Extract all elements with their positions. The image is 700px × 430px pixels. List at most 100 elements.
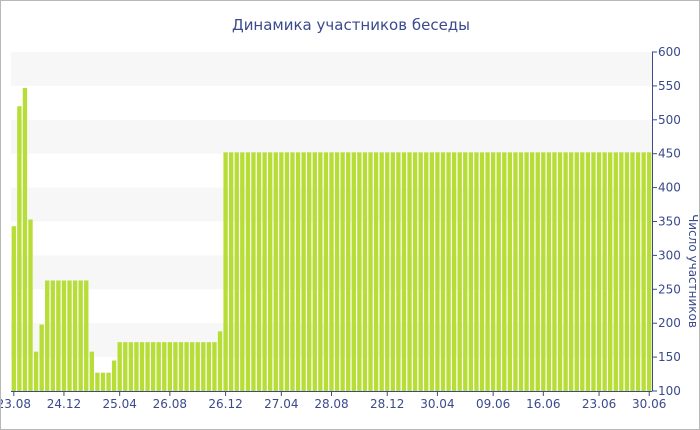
x-tick-label: 23.08 bbox=[1, 397, 31, 411]
bar bbox=[351, 152, 356, 391]
bar bbox=[334, 152, 340, 391]
bar bbox=[323, 152, 329, 391]
bar bbox=[635, 152, 641, 391]
bar bbox=[290, 152, 295, 391]
bar bbox=[189, 342, 195, 391]
bar bbox=[167, 342, 173, 391]
x-tick-label: 26.08 bbox=[153, 397, 187, 411]
bar bbox=[591, 152, 596, 391]
bar bbox=[412, 152, 418, 391]
y-tick-label: 500 bbox=[658, 113, 681, 127]
bar bbox=[251, 152, 256, 391]
grid-band bbox=[11, 119, 652, 154]
bar bbox=[529, 152, 535, 391]
bar bbox=[385, 152, 390, 391]
x-tick-label: 09.06 bbox=[476, 397, 510, 411]
y-tick-label: 250 bbox=[658, 282, 681, 296]
bar bbox=[524, 152, 529, 391]
bar bbox=[95, 372, 100, 391]
x-axis: 23.08 24.12 25.04 26.08 26.12 27.04 28.08 28.12… bbox=[1, 391, 666, 411]
chart-title: Динамика участников беседы bbox=[232, 16, 470, 34]
bar bbox=[17, 106, 22, 392]
bar bbox=[111, 360, 117, 391]
y-tick-label: 300 bbox=[658, 248, 681, 262]
bar bbox=[39, 324, 44, 391]
y-tick-label: 450 bbox=[658, 147, 681, 161]
bar bbox=[362, 152, 368, 391]
bar bbox=[468, 152, 474, 391]
bar bbox=[56, 280, 61, 391]
bar bbox=[178, 342, 184, 391]
bar bbox=[229, 152, 234, 391]
bar bbox=[435, 152, 440, 391]
bar bbox=[273, 152, 278, 391]
bar bbox=[45, 280, 50, 391]
bar bbox=[424, 152, 429, 391]
x-tick-label: 30.04 bbox=[420, 397, 454, 411]
x-tick-label: 26.12 bbox=[208, 397, 242, 411]
bar bbox=[245, 152, 251, 391]
bar bbox=[440, 152, 446, 391]
bar bbox=[346, 152, 351, 391]
bar bbox=[223, 152, 228, 391]
bar bbox=[156, 342, 161, 391]
y-axis-label: Число участников bbox=[686, 214, 699, 328]
bar bbox=[630, 152, 635, 391]
bar bbox=[28, 219, 33, 391]
bar bbox=[206, 342, 212, 391]
x-tick-label: 16.06 bbox=[526, 397, 560, 411]
bar bbox=[173, 342, 178, 391]
bar bbox=[518, 152, 524, 391]
bar bbox=[234, 152, 239, 391]
bar bbox=[89, 351, 94, 391]
bar bbox=[596, 152, 602, 391]
bar bbox=[256, 152, 262, 391]
bar bbox=[139, 342, 145, 391]
bar bbox=[535, 152, 540, 391]
bar bbox=[451, 152, 457, 391]
bar bbox=[641, 152, 646, 391]
bar bbox=[33, 351, 39, 391]
bar bbox=[145, 342, 150, 391]
y-tick-label: 200 bbox=[658, 316, 681, 330]
y-tick-label: 100 bbox=[658, 384, 681, 398]
bar bbox=[262, 152, 267, 391]
bar bbox=[490, 152, 496, 391]
bar bbox=[401, 152, 407, 391]
bar bbox=[502, 152, 507, 391]
x-tick-label: 27.04 bbox=[264, 397, 298, 411]
bar bbox=[569, 152, 574, 391]
bar bbox=[134, 342, 139, 391]
bar bbox=[307, 152, 312, 391]
y-tick-label: 550 bbox=[658, 79, 681, 93]
grid-band bbox=[11, 52, 652, 86]
bar bbox=[619, 152, 624, 391]
bar bbox=[429, 152, 435, 391]
bar bbox=[340, 152, 345, 391]
x-tick-label: 23.06 bbox=[582, 397, 616, 411]
bar bbox=[608, 152, 613, 391]
bar bbox=[162, 342, 167, 391]
bar bbox=[268, 152, 273, 391]
bar bbox=[295, 152, 301, 391]
bar bbox=[496, 152, 501, 391]
bar bbox=[602, 152, 607, 391]
y-tick-label: 350 bbox=[658, 215, 681, 229]
bar bbox=[585, 152, 591, 391]
x-tick-label: 28.12 bbox=[370, 397, 404, 411]
bar bbox=[72, 280, 78, 391]
bar bbox=[11, 226, 16, 391]
x-tick-label: 24.12 bbox=[47, 397, 81, 411]
bar bbox=[485, 152, 490, 391]
bar bbox=[84, 280, 89, 391]
bar bbox=[184, 342, 189, 391]
bar bbox=[457, 152, 462, 391]
bar bbox=[201, 342, 206, 391]
bar bbox=[61, 280, 67, 391]
bar bbox=[67, 280, 72, 391]
y-tick-label: 150 bbox=[658, 350, 681, 364]
bar bbox=[284, 152, 290, 391]
bar bbox=[212, 342, 217, 391]
y-axis: 100 150 200 250 300 350 400 450 500 550 600 bbox=[652, 45, 681, 398]
bar bbox=[580, 152, 585, 391]
